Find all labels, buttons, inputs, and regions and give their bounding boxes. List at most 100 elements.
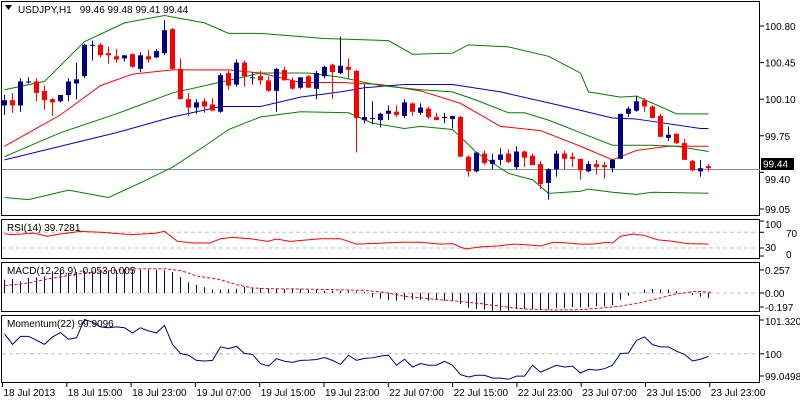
candle[interactable] <box>90 40 95 61</box>
candle[interactable] <box>610 158 615 173</box>
candle[interactable] <box>130 53 135 68</box>
candle[interactable] <box>242 60 247 87</box>
candle[interactable] <box>474 152 479 173</box>
candle[interactable] <box>362 84 367 124</box>
candle[interactable] <box>306 75 311 88</box>
candle[interactable] <box>74 62 79 100</box>
candle[interactable] <box>618 113 623 159</box>
candle[interactable] <box>642 98 647 112</box>
candle[interactable] <box>426 106 431 120</box>
candle[interactable] <box>530 153 535 166</box>
candle[interactable] <box>106 46 111 64</box>
candle[interactable] <box>650 105 655 119</box>
candle[interactable] <box>98 42 103 58</box>
candle-body <box>490 159 495 165</box>
candle[interactable] <box>226 70 231 90</box>
candle[interactable] <box>42 85 47 110</box>
candle[interactable] <box>506 149 511 163</box>
candle[interactable] <box>418 103 423 115</box>
candle[interactable] <box>594 159 599 175</box>
candle[interactable] <box>490 153 495 170</box>
candle[interactable] <box>386 105 391 121</box>
candle[interactable] <box>34 78 39 102</box>
candle[interactable] <box>682 138 687 160</box>
candle[interactable] <box>394 105 399 117</box>
candle[interactable] <box>346 58 351 79</box>
candle[interactable] <box>498 148 503 166</box>
candle[interactable] <box>554 150 559 177</box>
candle[interactable] <box>234 59 239 87</box>
candle[interactable] <box>514 146 519 170</box>
candle-body <box>330 64 335 73</box>
candle[interactable] <box>330 63 335 100</box>
candle[interactable] <box>370 101 375 125</box>
macd-panel[interactable] <box>1 262 760 312</box>
momentum-panel[interactable] <box>1 315 760 383</box>
candle[interactable] <box>202 98 207 113</box>
macd-tick-label: -0.197 <box>765 303 794 314</box>
candle[interactable] <box>634 96 639 112</box>
candle[interactable] <box>322 65 327 79</box>
candle[interactable] <box>18 78 23 112</box>
candle[interactable] <box>58 95 63 103</box>
main-price-panel[interactable] <box>1 1 760 216</box>
candle[interactable] <box>586 160 591 173</box>
candle[interactable] <box>450 115 455 129</box>
candle[interactable] <box>50 98 55 116</box>
candle[interactable] <box>698 159 703 177</box>
candle[interactable] <box>122 55 127 62</box>
candle[interactable] <box>378 112 383 128</box>
candle[interactable] <box>706 164 711 172</box>
candle[interactable] <box>666 126 671 142</box>
candle[interactable] <box>298 77 303 89</box>
candle[interactable] <box>466 155 471 177</box>
candle[interactable] <box>194 99 199 114</box>
candle[interactable] <box>146 50 151 63</box>
candle[interactable] <box>442 112 447 124</box>
candle[interactable] <box>658 113 663 137</box>
candle[interactable] <box>66 78 71 102</box>
candle[interactable] <box>82 43 87 79</box>
candle[interactable] <box>314 70 319 100</box>
candle[interactable] <box>578 158 583 180</box>
candle[interactable] <box>170 28 175 70</box>
candle[interactable] <box>210 98 215 111</box>
candle[interactable] <box>338 36 343 75</box>
candle[interactable] <box>290 77 295 90</box>
candle[interactable] <box>562 150 567 170</box>
candle[interactable] <box>570 152 575 168</box>
candle[interactable] <box>538 160 543 190</box>
candle[interactable] <box>434 112 439 121</box>
candle[interactable] <box>258 70 263 85</box>
candle-body <box>170 29 175 69</box>
candle[interactable] <box>218 73 223 113</box>
candle[interactable] <box>546 168 551 200</box>
candle[interactable] <box>674 133 679 145</box>
candle[interactable] <box>162 19 167 56</box>
candle[interactable] <box>602 161 607 179</box>
candle[interactable] <box>282 66 287 81</box>
candle[interactable] <box>626 106 631 117</box>
price-tick-label: 100.10 <box>765 95 796 106</box>
candle[interactable] <box>10 92 15 113</box>
collapse-triangle-icon[interactable] <box>5 5 12 10</box>
candle[interactable] <box>266 76 271 92</box>
candle[interactable] <box>154 49 159 59</box>
candle[interactable] <box>482 150 487 166</box>
candle[interactable] <box>178 58 183 100</box>
candle[interactable] <box>410 102 415 116</box>
candle[interactable] <box>114 49 119 63</box>
candle[interactable] <box>250 72 255 85</box>
candle[interactable] <box>402 99 407 119</box>
candle[interactable] <box>458 115 463 157</box>
candle[interactable] <box>690 159 695 172</box>
candle[interactable] <box>186 92 191 116</box>
candle[interactable] <box>274 67 279 112</box>
candle[interactable] <box>138 52 143 73</box>
candle[interactable] <box>26 77 31 84</box>
candle[interactable] <box>354 69 359 153</box>
candle[interactable] <box>2 95 7 115</box>
rsi-panel[interactable] <box>1 219 760 259</box>
candle[interactable] <box>522 150 527 168</box>
